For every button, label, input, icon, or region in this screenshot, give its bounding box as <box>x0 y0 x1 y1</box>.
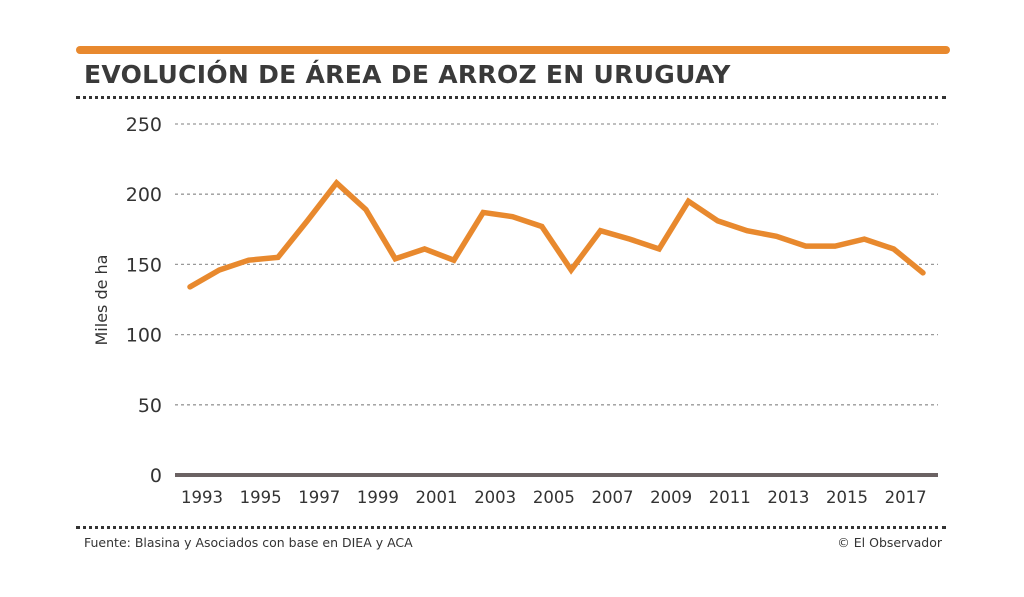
x-tick-label: 1999 <box>357 488 399 507</box>
x-tick-label: 2009 <box>650 488 692 507</box>
accent-bar <box>76 46 950 54</box>
x-tick-label: 1997 <box>298 488 340 507</box>
y-tick-label: 250 <box>126 114 162 136</box>
x-tick-label: 2013 <box>767 488 809 507</box>
x-tick-label: 1993 <box>181 488 223 507</box>
y-tick-label: 0 <box>150 465 162 487</box>
x-tick-label: 2015 <box>826 488 868 507</box>
x-tick-label: 2011 <box>709 488 751 507</box>
y-axis-label: Miles de ha <box>92 255 111 346</box>
y-tick-label: 200 <box>126 184 162 206</box>
x-tick-label: 2017 <box>885 488 927 507</box>
x-tick-label: 2003 <box>474 488 516 507</box>
chart-title: EVOLUCIÓN DE ÁREA DE ARROZ EN URUGUAY <box>84 60 731 89</box>
y-tick-label: 150 <box>126 254 162 276</box>
y-tick-label: 100 <box>126 325 162 347</box>
series-line <box>187 178 926 290</box>
footer-divider <box>76 526 946 529</box>
source-note: Fuente: Blasina y Asociados con base en … <box>84 535 413 550</box>
x-tick-label: 2005 <box>533 488 575 507</box>
x-tick-label: 1995 <box>240 488 282 507</box>
title-divider <box>76 96 946 99</box>
credit: © El Observador <box>837 535 942 550</box>
x-tick-label: 2001 <box>416 488 458 507</box>
y-tick-label: 50 <box>138 395 162 417</box>
x-tick-label: 2007 <box>591 488 633 507</box>
